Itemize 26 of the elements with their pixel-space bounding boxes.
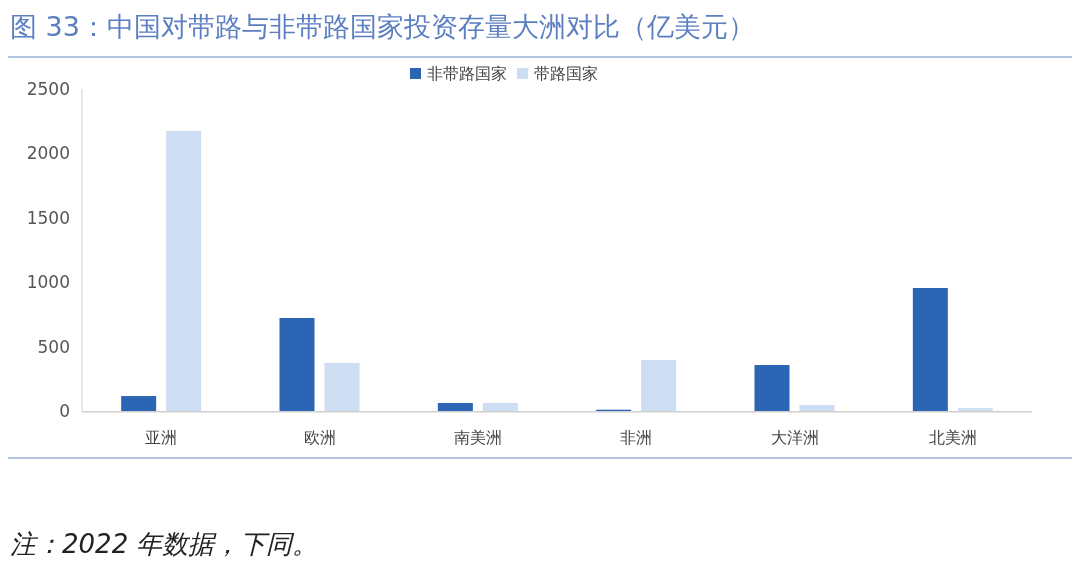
- x-tick-label: 欧洲: [303, 428, 336, 447]
- bar: [912, 288, 948, 411]
- x-tick-label: 非洲: [620, 428, 653, 447]
- bar: [799, 404, 835, 411]
- y-tick-label: 1000: [26, 272, 70, 293]
- bar: [754, 365, 790, 411]
- x-tick-label: 亚洲: [145, 428, 178, 447]
- x-tick-label: 北美洲: [928, 428, 977, 447]
- bar: [641, 360, 677, 411]
- legend-label: 带路国家: [534, 64, 598, 83]
- bar: [166, 130, 202, 411]
- chart-title: 图 33：中国对带路与非带路国家投资存量大洲对比（亿美元）: [10, 11, 755, 42]
- bar: [482, 403, 518, 411]
- y-tick-label: 1500: [26, 207, 70, 228]
- legend-label: 非带路国家: [427, 64, 507, 83]
- y-tick-label: 2000: [26, 143, 70, 164]
- y-tick-label: 500: [37, 336, 70, 357]
- bar: [437, 403, 473, 411]
- bar: [279, 318, 315, 411]
- bar: [121, 396, 157, 411]
- bar: [324, 362, 360, 411]
- y-tick-label: 2500: [26, 79, 70, 99]
- y-tick-label: 0: [59, 401, 70, 421]
- x-tick-label: 南美洲: [453, 428, 502, 447]
- x-tick-label: 大洋洲: [770, 428, 819, 447]
- text: 注：2022 年数据，下同。: [10, 529, 319, 559]
